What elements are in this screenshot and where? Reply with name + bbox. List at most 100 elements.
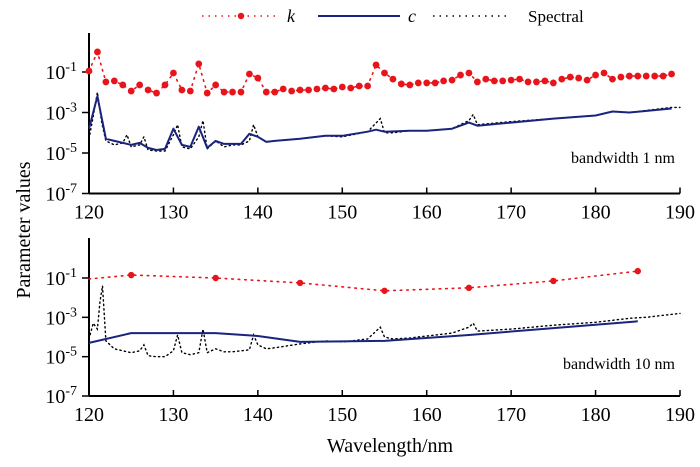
series-k-point xyxy=(144,86,152,94)
x-tick-label: 190 xyxy=(665,404,695,426)
series-k-point xyxy=(94,48,101,56)
series-k-point xyxy=(262,88,270,96)
x-tick-label: 170 xyxy=(496,404,526,426)
series-k-point xyxy=(296,86,304,94)
series-k-point xyxy=(254,74,262,82)
series-k-point xyxy=(558,75,566,83)
series-k-point xyxy=(600,69,608,77)
x-tick-label: 150 xyxy=(327,404,357,426)
series-spectral-line xyxy=(88,285,681,358)
series-k-point xyxy=(457,71,464,79)
series-k-point xyxy=(296,279,304,287)
series-k-point xyxy=(279,85,287,93)
series-k-point xyxy=(423,79,431,87)
series-k-point xyxy=(482,75,490,83)
x-tick-label: 180 xyxy=(581,404,611,426)
series-k-point xyxy=(271,88,279,96)
series-k-point xyxy=(490,77,498,85)
series-k-line xyxy=(88,270,639,292)
series-k-point xyxy=(617,73,625,81)
series-k-point xyxy=(381,287,388,294)
series-k-point xyxy=(583,76,591,84)
legend-entry-k: k xyxy=(202,6,296,26)
y-tick-label: 10-3 xyxy=(45,101,77,125)
y-tick-label: 10-7 xyxy=(45,182,77,206)
series-k-point xyxy=(389,75,397,83)
series-k-point xyxy=(178,86,186,94)
series-k-point xyxy=(136,81,144,89)
x-tick-label: 180 xyxy=(581,202,611,224)
legend-k-label: k xyxy=(287,6,296,26)
series-k-point xyxy=(220,88,228,96)
series-k-point xyxy=(634,267,641,275)
panel-bottom: 120 130 140 150 160 170 180 190 10-1 10-3 10-5 10-7… xyxy=(45,238,695,426)
y-tick-label: 10-1 xyxy=(45,266,77,290)
y-tick-label: 10-5 xyxy=(45,141,77,165)
series-k-point xyxy=(507,76,515,84)
x-tick-label: 150 xyxy=(327,202,357,224)
legend-entry-spectral: Spectral xyxy=(433,7,584,26)
series-k-point xyxy=(195,60,203,68)
series-k-point xyxy=(473,78,481,86)
legend-k-marker xyxy=(237,12,245,20)
series-k-point xyxy=(186,87,194,95)
x-tick-label: 160 xyxy=(412,202,442,224)
series-k-point xyxy=(338,83,346,91)
series-k-point xyxy=(347,84,355,92)
series-k-point xyxy=(406,81,414,89)
series-k-point xyxy=(549,79,557,87)
x-tick-label: 130 xyxy=(158,404,188,426)
series-k-point xyxy=(566,73,574,81)
y-tick-label: 10-7 xyxy=(45,384,77,408)
series-k-point xyxy=(524,78,532,86)
series-k-point xyxy=(499,77,507,85)
x-tick-label: 140 xyxy=(243,404,273,426)
series-k-point xyxy=(305,86,312,94)
series-spectral-line xyxy=(88,92,681,152)
series-k-point xyxy=(128,271,135,279)
legend-entry-c: c xyxy=(318,6,416,26)
legend-c-label: c xyxy=(408,6,416,26)
y-tick-label: 10-5 xyxy=(45,345,77,369)
series-k-point xyxy=(313,85,321,93)
x-tick-label: 140 xyxy=(243,202,273,224)
series-k-point xyxy=(330,85,338,93)
panel-top: 120 130 140 150 160 170 180 190 10-1 10-3 10-5 10-7… xyxy=(45,33,695,224)
panel-annotation: bandwidth 1 nm xyxy=(571,150,676,167)
series-k-point xyxy=(110,77,118,85)
series-k-point xyxy=(246,70,253,78)
series-k-point xyxy=(609,75,616,83)
series-k-point xyxy=(440,77,447,85)
series-k-point xyxy=(288,87,296,95)
series-k-point xyxy=(651,72,659,80)
series-k-point xyxy=(448,76,456,84)
series-k-point xyxy=(659,72,667,80)
series-k-point xyxy=(397,80,405,88)
series-k-point xyxy=(372,61,380,69)
series-k-point xyxy=(668,70,675,78)
series-k-point xyxy=(102,78,110,86)
series-k-point xyxy=(119,81,127,89)
x-tick-label: 190 xyxy=(665,202,695,224)
series-k-point xyxy=(237,88,245,96)
series-k-point xyxy=(642,72,650,80)
series-c-line xyxy=(88,320,638,344)
series-k-point xyxy=(355,82,363,90)
x-tick-label: 170 xyxy=(496,202,526,224)
panel-annotation: bandwidth 10 nm xyxy=(563,356,676,373)
series-k-point xyxy=(592,71,599,79)
series-k-point xyxy=(634,72,642,80)
series-k-point xyxy=(212,81,220,89)
series-k-point xyxy=(85,67,93,75)
legend-spectral-label: Spectral xyxy=(528,7,584,26)
series-k-point xyxy=(414,79,422,87)
series-k-point xyxy=(541,77,549,85)
y-tick-label: 10-1 xyxy=(45,60,77,84)
x-tick-label: 130 xyxy=(158,202,188,224)
series-k-point xyxy=(203,89,211,97)
series-k-point xyxy=(533,78,540,86)
x-tick-label: 120 xyxy=(74,404,104,426)
y-axis-label: Parameter values xyxy=(13,161,35,298)
x-tick-label: 120 xyxy=(74,202,104,224)
